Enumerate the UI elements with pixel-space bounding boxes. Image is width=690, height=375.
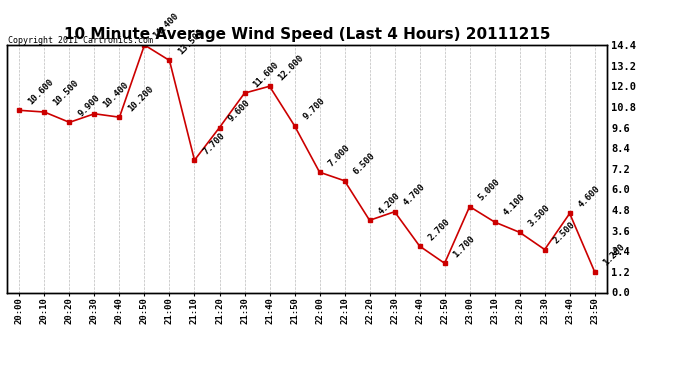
- Text: 7.000: 7.000: [326, 142, 352, 168]
- Title: 10 Minute Average Wind Speed (Last 4 Hours) 20111215: 10 Minute Average Wind Speed (Last 4 Hou…: [63, 27, 551, 42]
- Text: 2.500: 2.500: [551, 220, 577, 245]
- Text: 4.600: 4.600: [577, 184, 602, 209]
- Text: 10.500: 10.500: [51, 79, 81, 108]
- Text: 11.600: 11.600: [251, 60, 281, 89]
- Text: 10.200: 10.200: [126, 84, 155, 113]
- Text: 4.700: 4.700: [402, 182, 427, 207]
- Text: 9.900: 9.900: [77, 93, 101, 118]
- Text: 13.500: 13.500: [177, 27, 206, 56]
- Text: 4.100: 4.100: [502, 192, 527, 218]
- Text: Copyright 2011 Cartronics.com: Copyright 2011 Cartronics.com: [8, 36, 152, 45]
- Text: 10.600: 10.600: [26, 77, 55, 106]
- Text: 4.200: 4.200: [377, 191, 402, 216]
- Text: 14.400: 14.400: [151, 12, 181, 41]
- Text: 7.700: 7.700: [201, 130, 227, 156]
- Text: 5.000: 5.000: [477, 177, 502, 203]
- Text: 12.000: 12.000: [277, 53, 306, 82]
- Text: 10.400: 10.400: [101, 80, 130, 110]
- Text: 1.200: 1.200: [602, 242, 627, 268]
- Text: 1.700: 1.700: [451, 234, 477, 259]
- Text: 9.600: 9.600: [226, 98, 252, 123]
- Text: 9.700: 9.700: [302, 96, 327, 122]
- Text: 3.500: 3.500: [526, 203, 552, 228]
- Text: 2.700: 2.700: [426, 216, 452, 242]
- Text: 6.500: 6.500: [351, 151, 377, 177]
